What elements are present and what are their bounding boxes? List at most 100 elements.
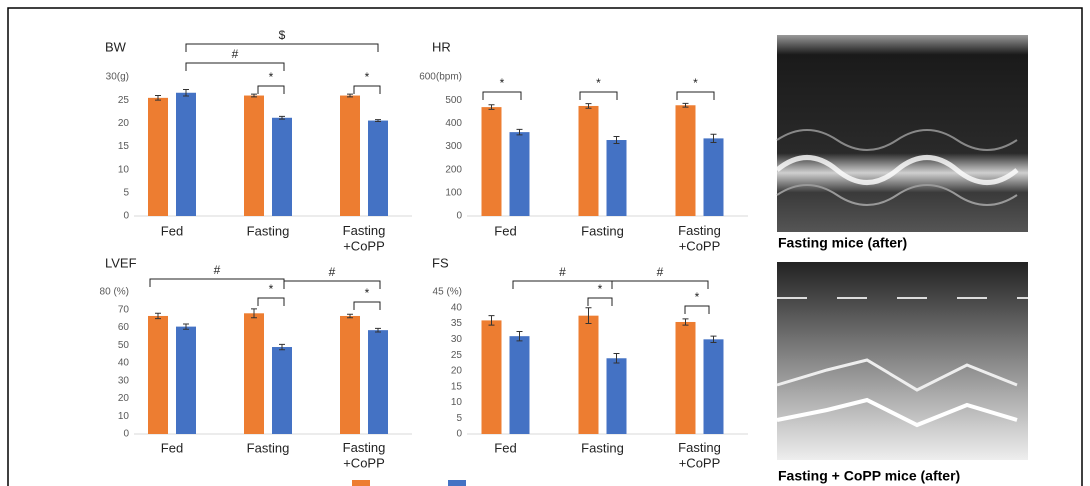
x-tick-label: Fasting [247,440,290,455]
error-bar [375,120,381,122]
significance-bracket [677,92,714,100]
x-tick-label: Fasting+CoPP [678,440,721,471]
echo-image [777,262,1028,460]
x-tick-label: Fasting+CoPP [343,440,386,471]
image-caption: Fasting + CoPP mice (after) [778,468,960,484]
y-tick-label: 20 [451,366,463,377]
significance-label: * [598,282,603,296]
y-tick-label: 0 [123,429,129,440]
y-tick-label: 400 [445,118,462,129]
y-tick-label: 35 [451,318,463,329]
significance-label: * [365,70,370,84]
y-tick-label: 15 [451,381,463,392]
bar [176,93,196,216]
bar [676,322,696,434]
significance-label: * [269,282,274,296]
echo-image [777,35,1028,232]
y-tick-label: 5 [123,187,129,198]
bar [272,118,292,216]
bar [607,358,627,434]
y-tick-label: 10 [118,411,130,422]
x-tick-label: Fed [161,440,183,455]
y-tick-label: 20 [118,393,130,404]
chart-title: BW [105,39,127,54]
y-tick-label: 40 [118,358,130,369]
x-tick-label: Fasting [247,223,290,238]
y-tick-label: 0 [456,211,462,222]
bar [579,106,599,216]
chart-title: LVEF [105,255,137,270]
bar [510,336,530,434]
significance-bracket [258,86,284,94]
y-tick-label: 5 [456,413,462,424]
legend-swatch [352,480,370,486]
y-tick-label: 30(g) [106,72,129,83]
significance-label: * [500,76,505,90]
significance-bracket [354,302,380,310]
significance-label: * [269,70,274,84]
y-tick-label: 70 [118,304,130,315]
y-tick-label: 200 [445,164,462,175]
significance-label: * [365,286,370,300]
significance-bracket [354,86,380,94]
bar [676,105,696,216]
y-tick-label: 600(bpm) [419,72,462,83]
legend-swatch [448,480,466,486]
image-caption: Fasting mice (after) [778,235,907,251]
bar [176,327,196,434]
y-tick-label: 0 [456,429,462,440]
significance-label: # [232,47,239,61]
bar [340,316,360,434]
y-tick-label: 20 [118,118,130,129]
x-tick-label: Fed [494,440,516,455]
significance-label: $ [279,28,286,42]
significance-label: * [695,290,700,304]
significance-label: # [657,265,664,279]
y-tick-label: 10 [451,397,463,408]
y-tick-label: 15 [118,141,130,152]
bar [368,121,388,216]
chart-title: FS [432,255,449,270]
y-tick-label: 300 [445,141,462,152]
bar [272,347,292,434]
bar [482,107,502,216]
bar [148,316,168,434]
significance-bracket [258,298,284,306]
bar [607,140,627,216]
chart-title: HR [432,39,451,54]
significance-bracket [685,306,709,314]
significance-bracket [186,44,378,52]
y-tick-label: 10 [118,164,130,175]
significance-label: * [693,76,698,90]
bar [340,96,360,216]
significance-label: # [329,265,336,279]
bar [244,313,264,434]
bar [368,330,388,434]
bar [482,320,502,434]
significance-label: # [559,265,566,279]
x-tick-label: Fasting [581,223,624,238]
significance-bracket [150,279,284,287]
y-tick-label: 0 [123,211,129,222]
y-tick-label: 80 (%) [100,287,129,298]
x-tick-label: Fed [494,223,516,238]
y-tick-label: 25 [451,350,463,361]
significance-bracket [483,92,521,100]
significance-label: * [596,76,601,90]
significance-bracket [588,298,612,306]
y-tick-label: 100 [445,187,462,198]
significance-bracket [612,281,708,289]
bar [510,132,530,216]
y-tick-label: 60 [118,322,130,333]
x-tick-label: Fasting [581,440,624,455]
y-tick-label: 30 [118,375,130,386]
bar [244,96,264,216]
significance-bracket [580,92,617,100]
y-tick-label: 40 [451,302,463,313]
figure: Fasting mice (after) Fasting + CoPP mice… [0,0,1090,486]
x-tick-label: Fasting+CoPP [343,223,386,254]
y-tick-label: 25 [118,95,130,106]
y-tick-label: 50 [118,340,130,351]
x-tick-label: Fasting+CoPP [678,223,721,254]
y-tick-label: 30 [451,334,463,345]
